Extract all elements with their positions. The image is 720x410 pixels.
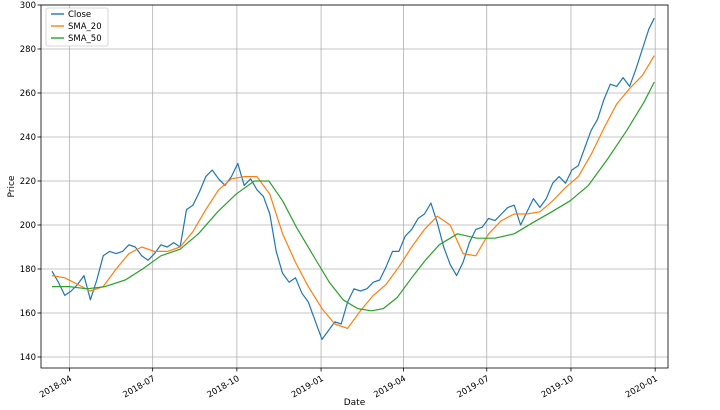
y-tick-label: 260 xyxy=(20,89,36,99)
x-tick-label: 2019-10 xyxy=(540,374,576,400)
series-line-sma-50 xyxy=(52,81,655,312)
x-tick-label: 2018-10 xyxy=(206,374,242,400)
y-tick-label: 160 xyxy=(20,309,36,319)
x-axis-ticks: 2018-04 2018-07 2018-10 2019-01 2019-04 2019-… xyxy=(38,368,660,400)
x-tick-label: 2019-01 xyxy=(290,374,326,400)
series-line-close xyxy=(51,17,655,340)
y-tick-label: 140 xyxy=(20,353,36,363)
x-tick-label: 2019-04 xyxy=(372,374,408,400)
legend-label: SMA_20 xyxy=(68,22,102,32)
series-line-sma-20 xyxy=(51,55,655,329)
y-tick-label: 220 xyxy=(20,177,36,187)
x-tick-label: 2019-07 xyxy=(456,374,492,400)
y-axis-label: Price xyxy=(7,175,17,197)
y-axis-ticks: 140 160 180 200 220 240 260 280 300 xyxy=(20,1,41,363)
x-tick-label: 2018-04 xyxy=(38,374,74,400)
y-tick-label: 300 xyxy=(20,1,36,11)
x-gridlines xyxy=(68,5,656,368)
y-tick-label: 240 xyxy=(20,133,36,143)
x-tick-label: 2020-01 xyxy=(624,374,660,400)
x-tick-label: 2018-07 xyxy=(121,374,157,400)
plot-frame xyxy=(40,4,669,369)
x-axis-label: Date xyxy=(344,398,366,408)
y-tick-label: 280 xyxy=(20,45,36,55)
legend-label: SMA_50 xyxy=(68,34,102,44)
legend-box xyxy=(45,7,109,47)
y-tick-label: 180 xyxy=(20,265,36,275)
legend-label: Close xyxy=(68,10,91,20)
series-lines xyxy=(51,17,655,340)
legend: Close SMA_20 SMA_50 xyxy=(45,7,109,47)
y-tick-label: 200 xyxy=(20,221,36,231)
